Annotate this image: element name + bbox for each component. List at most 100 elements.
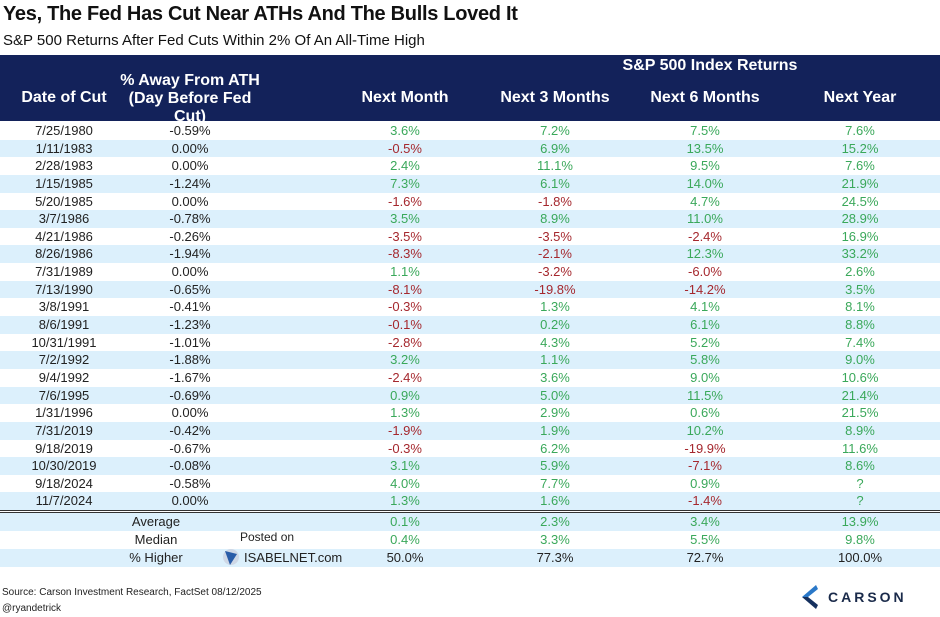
next-6-months-cell: 4.1% — [690, 299, 720, 315]
next-month-cell: -8.3% — [388, 246, 422, 262]
next-6-months-cell: 6.1% — [690, 317, 720, 333]
next-3-months-cell: -1.8% — [538, 193, 572, 209]
next-6-months-cell: 0.6% — [690, 405, 720, 421]
summary-value: 72.7% — [686, 550, 724, 565]
summary-row: % Higher 50.0% 77.3% 72.7% 100.0% — [0, 549, 940, 567]
next-6-months-cell: 11.5% — [687, 387, 723, 403]
next-year-cell: 7.4% — [845, 334, 875, 350]
next-year-cell: 16.9% — [841, 228, 879, 244]
summary-value: 9.8% — [845, 532, 875, 547]
next-3-months-cell: 4.3% — [540, 334, 570, 350]
ath-cell: -0.41% — [169, 299, 211, 315]
next-3-months-cell: 5.0% — [540, 387, 570, 403]
ath-cell: 0.00% — [171, 158, 209, 174]
next-6-months-cell: -14.2% — [684, 281, 726, 297]
spacer — [252, 122, 330, 140]
summary-row: Average 0.1% 2.3% 3.4% 13.9% — [0, 513, 940, 531]
spacer — [252, 298, 330, 316]
col-date: Date of Cut — [21, 89, 107, 106]
next-month-cell: -2.4% — [388, 369, 422, 385]
spacer — [252, 316, 330, 334]
next-3-months-cell: 7.2% — [540, 123, 570, 138]
date-cell: 4/21/1986 — [35, 228, 93, 244]
col-ath: % Away From ATH (Day Before Fed Cut) — [120, 72, 260, 126]
next-year-cell: 28.9% — [841, 211, 879, 227]
table-header: S&P 500 Index Returns Date of Cut % Away… — [0, 55, 940, 125]
date-cell: 7/13/1990 — [35, 281, 93, 297]
next-3-months-cell: 1.9% — [540, 422, 570, 438]
ath-cell: -0.59% — [169, 123, 211, 138]
next-3-months-cell: 6.1% — [540, 175, 570, 191]
ath-cell: -0.69% — [169, 387, 211, 403]
spacer — [252, 404, 330, 422]
col-next-3-months: Next 3 Months — [500, 89, 610, 106]
date-cell: 9/4/1992 — [38, 369, 90, 385]
spacer — [252, 157, 330, 175]
next-year-cell: 24.5% — [841, 193, 879, 209]
col-next-6-months: Next 6 Months — [650, 89, 760, 106]
date-cell: 7/31/1989 — [35, 264, 93, 280]
next-6-months-cell: 12.3% — [686, 246, 724, 262]
ath-cell: -1.94% — [169, 246, 211, 262]
summary-label: Average — [131, 514, 181, 529]
next-3-months-cell: 1.3% — [540, 299, 570, 315]
watermark-site: ISABELNET.com — [244, 549, 343, 565]
spacer — [252, 369, 330, 387]
next-year-cell: 7.6% — [845, 123, 875, 138]
spacer — [252, 475, 330, 493]
next-6-months-cell: 9.0% — [690, 369, 720, 385]
next-year-cell: 9.0% — [845, 352, 875, 368]
next-month-cell: 3.1% — [390, 458, 420, 474]
next-3-months-cell: 11.1% — [537, 158, 573, 174]
summary-value: 0.4% — [390, 532, 420, 547]
next-6-months-cell: -2.4% — [688, 228, 722, 244]
summary-value: 3.3% — [540, 532, 570, 547]
ath-cell: -1.24% — [169, 175, 211, 191]
next-3-months-cell: 1.1% — [540, 352, 570, 368]
date-cell: 8/6/1991 — [38, 317, 90, 333]
next-year-cell: 15.2% — [841, 140, 879, 156]
next-month-cell: 3.2% — [390, 352, 420, 368]
next-3-months-cell: 2.9% — [540, 405, 570, 421]
table-row: 9/4/1992 -1.67% -2.4% 3.6% 9.0% 10.6% — [0, 369, 940, 387]
next-month-cell: 2.4% — [390, 158, 420, 174]
next-6-months-cell: -7.1% — [688, 458, 722, 474]
spacer — [252, 513, 330, 531]
next-month-cell: -1.9% — [388, 422, 422, 438]
next-year-cell: 8.8% — [845, 317, 875, 333]
summary-value: 77.3% — [536, 550, 574, 565]
summary-value: 2.3% — [540, 514, 570, 529]
next-6-months-cell: 4.7% — [690, 193, 720, 209]
next-month-cell: -3.5% — [388, 228, 422, 244]
ath-cell: 0.00% — [171, 493, 209, 509]
date-cell: 10/31/1991 — [31, 334, 97, 350]
next-year-cell: 8.9% — [845, 422, 875, 438]
ath-cell: -0.26% — [169, 228, 211, 244]
next-3-months-cell: 3.6% — [540, 369, 570, 385]
summary-label: % Higher — [129, 550, 183, 565]
next-6-months-cell: 7.5% — [690, 123, 720, 138]
spacer — [252, 175, 330, 193]
spacer — [252, 193, 330, 211]
table-row: 7/25/1980 -0.59% 3.6% 7.2% 7.5% 7.6% — [0, 122, 940, 140]
carson-chevron-icon — [802, 585, 818, 609]
next-6-months-cell: 5.2% — [690, 334, 720, 350]
ath-cell: -0.65% — [169, 281, 211, 297]
table-row: 8/26/1986 -1.94% -8.3% -2.1% 12.3% 33.2% — [0, 245, 940, 264]
carson-logo: CARSON — [800, 585, 907, 609]
watermark-posted: Posted on — [240, 530, 295, 544]
next-6-months-cell: 14.0% — [686, 175, 724, 191]
next-month-cell: -0.1% — [388, 317, 422, 333]
ath-cell: -0.67% — [169, 440, 211, 456]
next-3-months-cell: 6.2% — [540, 440, 570, 456]
group-header: S&P 500 Index Returns — [622, 57, 798, 74]
next-month-cell: 1.3% — [390, 493, 420, 509]
table-row: 8/6/1991 -1.23% -0.1% 0.2% 6.1% 8.8% — [0, 316, 940, 334]
ath-cell: -0.78% — [169, 211, 211, 227]
next-3-months-cell: -19.8% — [534, 281, 576, 297]
date-cell: 8/26/1986 — [35, 246, 93, 262]
date-cell: 7/31/2019 — [35, 422, 93, 438]
next-6-months-cell: 9.5% — [690, 158, 720, 174]
next-3-months-cell: 5.9% — [540, 458, 570, 474]
next-year-cell: 21.4% — [841, 387, 879, 403]
